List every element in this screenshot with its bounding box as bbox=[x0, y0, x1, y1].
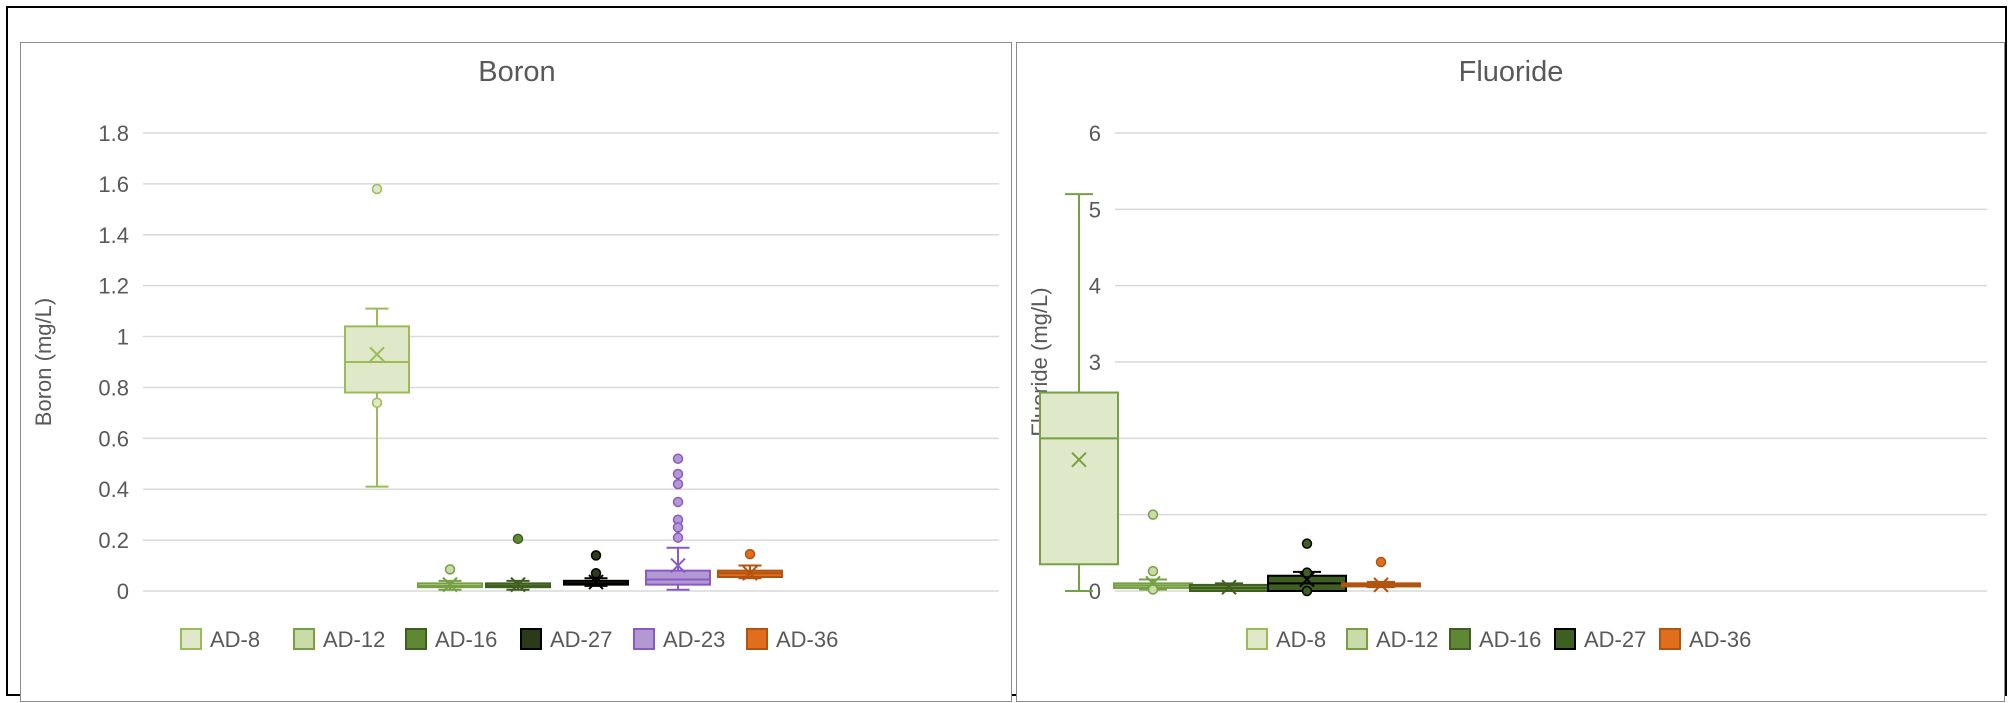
legend-swatch bbox=[520, 628, 542, 650]
outlier-point bbox=[444, 564, 456, 575]
outlier-point bbox=[371, 397, 383, 408]
mean-marker bbox=[510, 576, 526, 593]
legend-swatch bbox=[405, 628, 427, 650]
outlier-point bbox=[672, 532, 684, 543]
outlier-point bbox=[672, 453, 684, 464]
legend-swatch bbox=[293, 628, 315, 650]
legend-label: AD-8 bbox=[210, 627, 260, 652]
chart-title: Fluoride bbox=[1459, 56, 1564, 88]
outlier-point bbox=[672, 496, 684, 508]
mean-marker bbox=[742, 565, 758, 581]
y-tick-label: 0.2 bbox=[98, 528, 129, 553]
y-tick-label: 0 bbox=[1089, 579, 1101, 604]
y-tick-label: 5 bbox=[1089, 197, 1101, 222]
legend-label: AD-8 bbox=[1276, 627, 1326, 652]
outlier-point bbox=[1147, 509, 1159, 520]
legend-label: AD-36 bbox=[776, 627, 838, 652]
fluoride-chart-panel: Fluoride0123456Fluoride (mg/L)AD-8AD-12A… bbox=[1016, 42, 2005, 702]
outlier-point bbox=[1301, 538, 1313, 549]
mean-marker bbox=[588, 574, 604, 590]
box bbox=[1039, 391, 1119, 566]
legend-swatch bbox=[1246, 628, 1268, 650]
y-tick-label: 1.6 bbox=[98, 172, 129, 197]
outlier-point bbox=[1375, 556, 1387, 568]
y-tick-label: 1.4 bbox=[98, 223, 129, 248]
legend-swatch bbox=[1346, 628, 1368, 650]
mean-marker bbox=[670, 557, 686, 574]
y-tick-label: 1 bbox=[117, 325, 129, 350]
legend-label: AD-12 bbox=[323, 627, 385, 652]
legend-swatch bbox=[746, 628, 768, 650]
outlier-point bbox=[1147, 565, 1159, 577]
legend-swatch bbox=[180, 628, 202, 650]
legend-label: AD-36 bbox=[1689, 627, 1751, 652]
outlier-point bbox=[1147, 584, 1159, 595]
y-tick-label: 4 bbox=[1089, 274, 1101, 299]
y-tick-label: 1.2 bbox=[98, 274, 129, 299]
legend-label: AD-16 bbox=[1479, 627, 1541, 652]
legend-label: AD-27 bbox=[550, 627, 612, 652]
legend-label: AD-23 bbox=[663, 627, 725, 652]
chart-title: Boron bbox=[478, 56, 555, 88]
boron-chart-panel: Boron 0 0.2 0.4 0.6 0.8 1 1.2 1.4 1.6 1.8 Boron (mg… bbox=[20, 42, 1012, 702]
mean-marker bbox=[369, 346, 385, 363]
y-tick-label: 3 bbox=[1089, 350, 1101, 375]
outlier-point bbox=[672, 478, 684, 490]
outlier-point bbox=[590, 567, 602, 579]
mean-marker bbox=[442, 576, 458, 593]
mean-marker bbox=[1071, 451, 1087, 468]
outlier-point bbox=[672, 522, 684, 533]
outlier-point bbox=[371, 183, 383, 195]
mean-marker bbox=[1373, 577, 1389, 593]
y-tick-label: 0.6 bbox=[98, 426, 129, 451]
y-tick-label: 0.4 bbox=[98, 477, 129, 502]
legend-label: AD-27 bbox=[1584, 627, 1646, 652]
legend-label: AD-12 bbox=[1376, 627, 1438, 652]
legend-label: AD-16 bbox=[435, 627, 497, 652]
outlier-point bbox=[672, 468, 684, 480]
outlier-point bbox=[590, 550, 602, 561]
outlier-point bbox=[1301, 567, 1313, 578]
mean-marker bbox=[1221, 579, 1237, 595]
legend-swatch bbox=[1554, 628, 1576, 650]
legend-swatch bbox=[633, 628, 655, 650]
box bbox=[645, 569, 711, 586]
outlier-point bbox=[744, 548, 756, 560]
legend-swatch bbox=[1659, 628, 1681, 650]
fluoride-chart: Fluoride0123456Fluoride (mg/L)AD-8AD-12A… bbox=[1027, 56, 1987, 652]
figure-frame: Boron 0 0.2 0.4 0.6 0.8 1 1.2 1.4 1.6 1.8 Boron (mg… bbox=[6, 6, 2007, 702]
outlier-point bbox=[1301, 585, 1313, 597]
y-axis-label: Boron (mg/L) bbox=[31, 298, 56, 426]
outlier-point bbox=[512, 533, 524, 545]
legend-swatch bbox=[1449, 628, 1471, 650]
y-tick-label: 0.8 bbox=[98, 375, 129, 400]
boron-chart: Boron 0 0.2 0.4 0.6 0.8 1 1.2 1.4 1.6 1.8 Boron (mg… bbox=[31, 56, 999, 652]
y-tick-label: 1.8 bbox=[98, 121, 129, 146]
box bbox=[344, 325, 410, 394]
y-tick-label: 0 bbox=[117, 579, 129, 604]
y-tick-label: 6 bbox=[1089, 121, 1101, 146]
